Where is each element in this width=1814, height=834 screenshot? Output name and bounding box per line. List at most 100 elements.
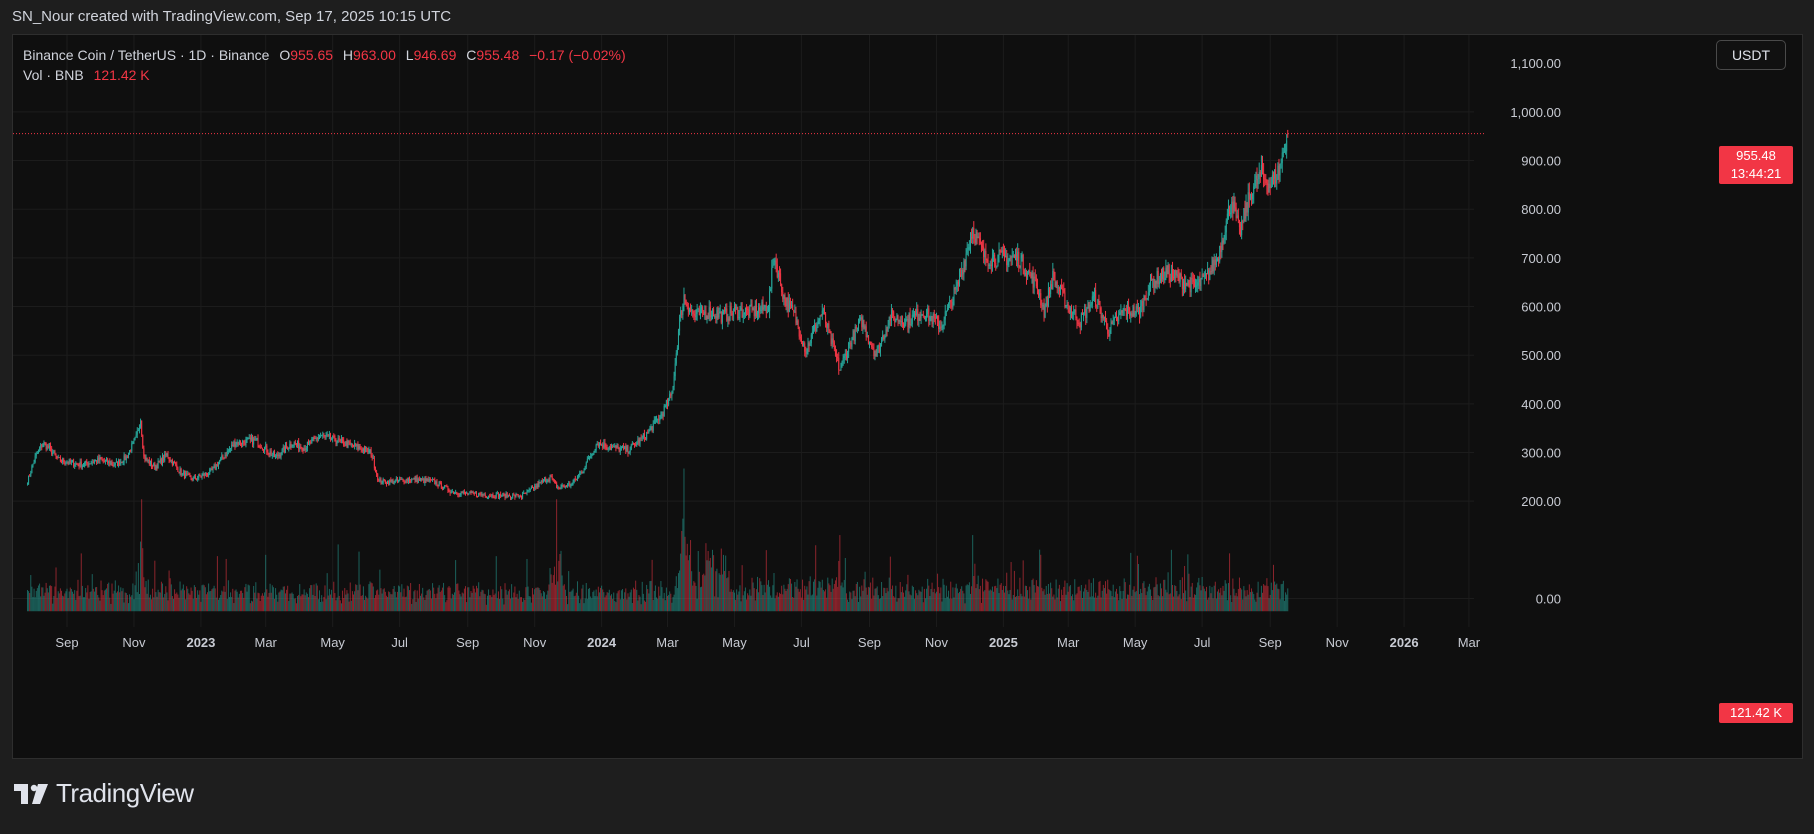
volume-bar: [393, 585, 395, 612]
volume-bar: [185, 599, 187, 612]
tradingview-brand[interactable]: TradingView: [14, 778, 194, 809]
candle-body: [706, 315, 708, 320]
candle-body: [343, 440, 345, 446]
volume-bar: [894, 597, 896, 612]
volume-bar: [366, 597, 368, 612]
volume-bar: [855, 583, 857, 612]
volume-bar: [486, 595, 488, 612]
volume-bar: [297, 595, 299, 612]
candle-body: [481, 494, 483, 496]
chart-panel[interactable]: 200.00 300.00 400.00 500.00 600.00 700.00 800.…: [12, 34, 1803, 759]
volume-bar: [492, 589, 494, 612]
candle-body: [428, 479, 430, 482]
candle-body: [434, 479, 436, 485]
candle-body: [1153, 278, 1155, 288]
candle-body: [876, 348, 878, 357]
candle-body: [993, 254, 995, 257]
candle-body: [1231, 201, 1233, 213]
volume-bar: [567, 604, 569, 612]
volume-bar: [896, 601, 898, 612]
volume-bar: [1277, 588, 1279, 612]
candle-body: [624, 446, 626, 449]
candle-body: [390, 479, 392, 482]
candle-body: [560, 486, 562, 488]
candle-body: [1156, 271, 1158, 284]
candle-body: [830, 331, 832, 344]
candle-body: [317, 437, 319, 440]
volume-bar: [579, 603, 581, 612]
volume-bar: [953, 597, 955, 612]
candle-body: [493, 496, 495, 498]
candle-body: [277, 454, 279, 457]
volume-label[interactable]: Vol · BNB: [23, 67, 84, 83]
volume-bar: [1234, 595, 1236, 612]
candle-body: [898, 319, 900, 322]
candle-body: [1198, 278, 1200, 283]
candle-body: [1169, 277, 1171, 282]
volume-bar: [1253, 594, 1255, 612]
candle-body: [159, 458, 161, 462]
candle-body: [1253, 186, 1255, 194]
candle-body: [1067, 304, 1069, 306]
volume-bar: [758, 592, 760, 612]
candle-body: [106, 458, 108, 461]
volume-bar: [177, 594, 179, 612]
candle-body: [518, 496, 520, 498]
candle-body: [446, 486, 448, 488]
candle-body: [194, 476, 196, 479]
volume-bar: [451, 593, 453, 612]
volume-bar: [1274, 581, 1276, 612]
candle-body: [486, 496, 488, 498]
volume-bar: [505, 589, 507, 612]
candle-body: [1214, 259, 1216, 265]
volume-bar: [28, 591, 30, 612]
volume-bar: [339, 600, 341, 612]
candle-body: [132, 441, 134, 444]
volume-bar: [310, 585, 312, 612]
candle-body: [720, 311, 722, 323]
candle-body: [291, 446, 293, 448]
candle-body: [314, 437, 316, 439]
currency-button[interactable]: USDT: [1716, 40, 1786, 70]
volume-bar: [828, 583, 830, 612]
candle-body: [214, 465, 216, 469]
candle-body: [462, 491, 464, 494]
volume-bar: [1007, 590, 1009, 612]
volume-bar: [884, 587, 886, 612]
candle-body: [1211, 260, 1213, 272]
symbol-label[interactable]: Binance Coin / TetherUS · 1D · Binance: [23, 47, 270, 63]
candle-body: [312, 437, 314, 440]
volume-bar: [270, 592, 272, 612]
volume-bar: [780, 593, 782, 612]
volume-bar: [957, 593, 959, 612]
candle-body: [850, 342, 852, 347]
volume-bar: [887, 591, 889, 612]
volume-bar: [563, 584, 565, 612]
price-chart[interactable]: 200.00300.00400.00500.00600.00700.00800.…: [13, 35, 1803, 759]
candle-body: [89, 463, 91, 465]
candle-body: [849, 342, 851, 344]
candle-body: [337, 438, 339, 443]
volume-bar: [703, 573, 705, 612]
volume-bar: [52, 603, 54, 612]
volume-bar: [863, 579, 865, 612]
candle-body: [1141, 301, 1143, 307]
candle-body: [721, 311, 723, 323]
volume-bar: [1021, 596, 1023, 612]
volume-bar: [1268, 598, 1270, 612]
volume-bar: [106, 588, 108, 612]
candle-body: [874, 353, 876, 357]
candle-body: [123, 455, 125, 463]
volume-bar: [469, 597, 471, 612]
volume-bar: [369, 581, 371, 612]
volume-bar: [244, 587, 246, 612]
volume-bar: [1086, 589, 1088, 612]
candle-body: [64, 462, 66, 465]
volume-bar: [434, 593, 436, 612]
volume-bar: [858, 601, 860, 612]
volume-bar: [623, 599, 625, 612]
volume-bar: [99, 600, 101, 612]
volume-bar: [353, 594, 355, 612]
candle-body: [541, 480, 543, 483]
volume-bar: [960, 588, 962, 612]
